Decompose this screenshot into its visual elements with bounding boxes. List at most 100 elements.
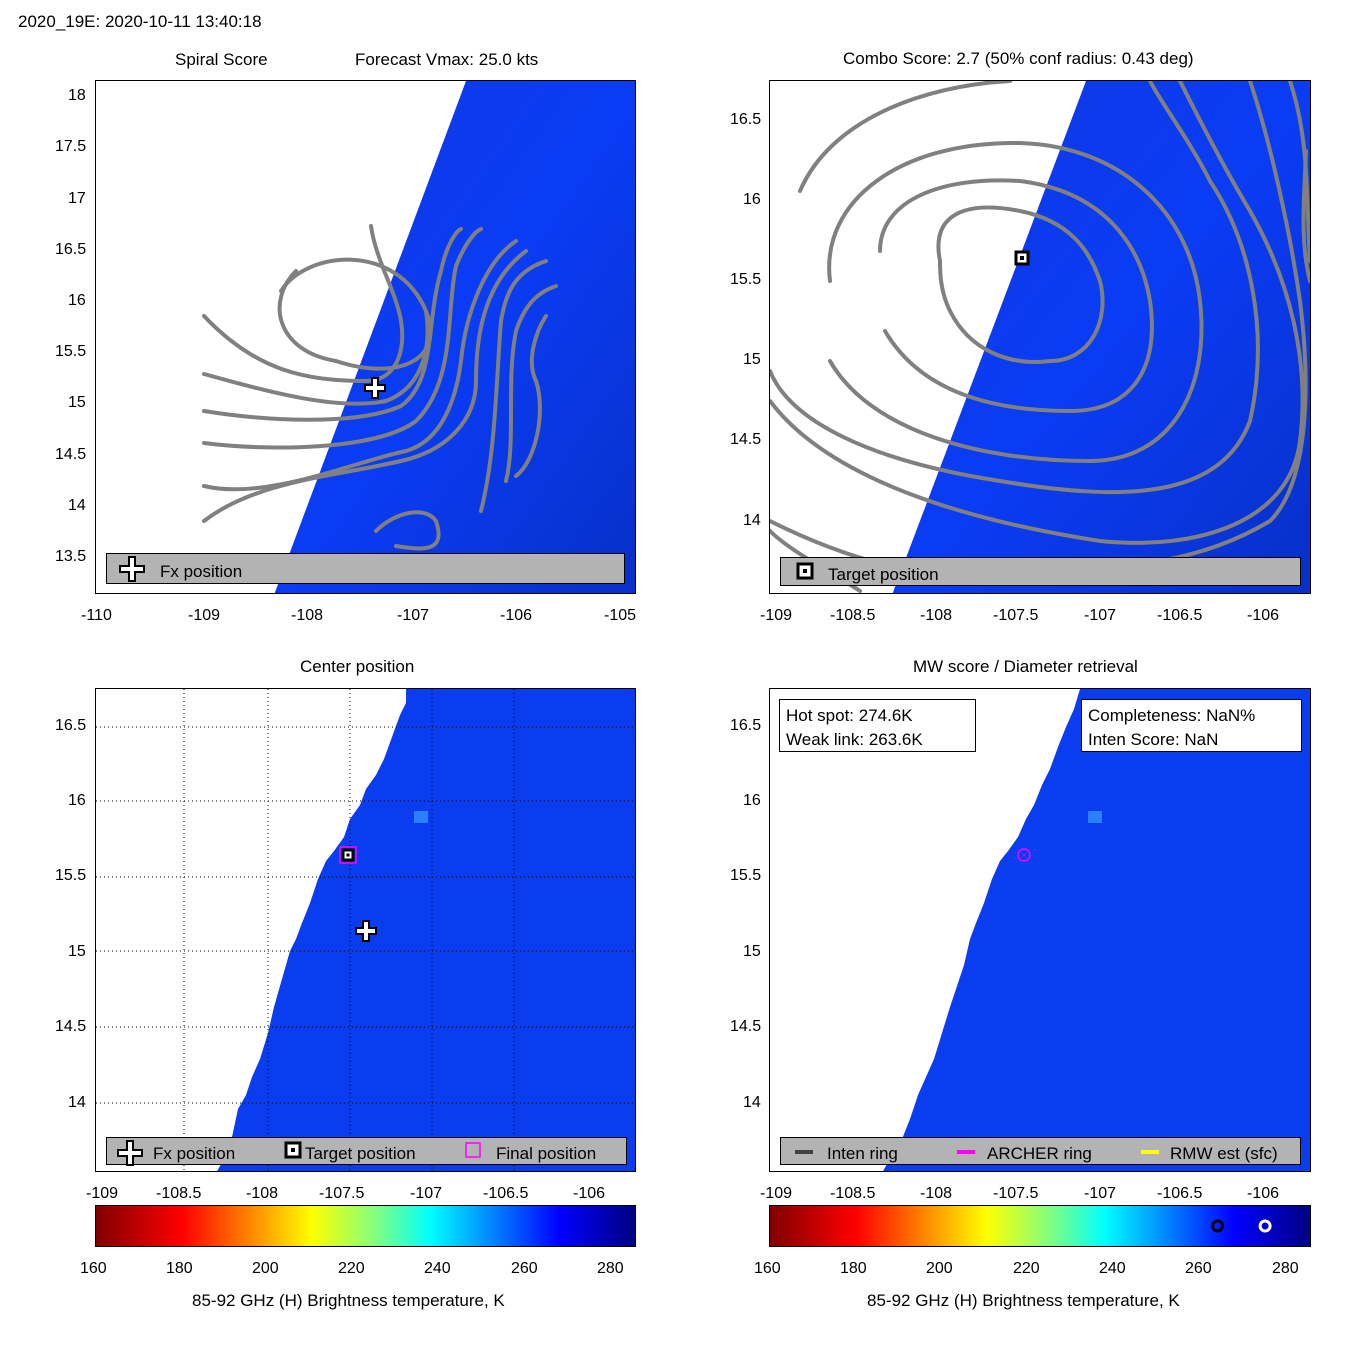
spiral-legend: Fx position: [106, 553, 625, 584]
mw-plot: [883, 689, 1310, 1171]
ytick: 16: [68, 792, 86, 809]
center-legend: Fx position Target position Final positi…: [106, 1137, 627, 1166]
ytick: 15.5: [55, 867, 87, 884]
spiral-score-panel: Fx position: [95, 80, 636, 594]
xtick: -106.5: [1157, 1185, 1203, 1202]
xtick: -109: [760, 1185, 793, 1202]
hot-spot-marker-icon: [1258, 1219, 1272, 1233]
ytick: 14: [743, 1094, 761, 1111]
cbar-tick: 280: [1272, 1260, 1299, 1277]
cbar-tick: 200: [926, 1260, 953, 1277]
ytick: 15: [68, 943, 86, 960]
cbar-tick: 220: [338, 1260, 365, 1277]
swath: [883, 689, 1310, 1171]
xtick: -108.5: [156, 1185, 202, 1202]
colorbar-markers: [1211, 1219, 1272, 1233]
ytick: 16: [743, 191, 761, 208]
xtick: -106: [573, 1185, 606, 1202]
mw-legend-inten: Inten ring: [827, 1144, 898, 1163]
archer-center: [1023, 854, 1025, 856]
center-legend-target: Target position: [305, 1144, 416, 1163]
cbar-tick: 260: [1185, 1260, 1212, 1277]
completeness-box: Completeness: NaN% Inten Score: NaN: [1081, 699, 1302, 752]
xtick: -108.5: [830, 1185, 876, 1202]
colorbar-left-label: 85-92 GHz (H) Brightness temperature, K: [192, 1291, 505, 1310]
combo-legend-target: Target position: [828, 565, 939, 584]
swath: [274, 81, 635, 593]
xtick: -110: [81, 607, 112, 624]
ytick: 14: [68, 1094, 86, 1111]
ytick: 16.5: [55, 241, 87, 258]
ytick: 15.5: [730, 867, 762, 884]
xtick: -108: [920, 1185, 953, 1202]
weak-link-marker-icon: [1211, 1219, 1225, 1233]
spiral-plot: [202, 81, 635, 593]
center-legend-final: Final position: [496, 1144, 597, 1163]
fx-position-marker: [364, 377, 386, 399]
colorbar-right: [769, 1205, 1311, 1247]
combo-legend: Target position: [780, 557, 1301, 586]
xtick: -108.5: [830, 607, 876, 624]
center-plot: [96, 689, 635, 1171]
xtick: -107: [1084, 1185, 1117, 1202]
archer-ring: [1017, 848, 1031, 862]
warm-pixel: [414, 811, 428, 823]
target-square-icon: [796, 562, 814, 580]
contours: [202, 224, 558, 551]
target-square-icon: [284, 1141, 302, 1159]
ytick: 14.5: [730, 1018, 762, 1035]
center-legend-fx: Fx position: [153, 1144, 236, 1163]
ytick: 16: [68, 292, 86, 309]
xtick: -106: [1247, 1185, 1280, 1202]
ytick: 14.5: [730, 431, 762, 448]
ytick: 13.5: [55, 548, 87, 565]
swath: [217, 689, 635, 1171]
ytick: 15.5: [730, 271, 762, 288]
xtick: -106: [500, 607, 533, 624]
ytick: 16.5: [55, 717, 87, 734]
rmw-swatch: [1141, 1150, 1159, 1154]
storm-header: 2020_19E: 2020-10-11 13:40:18: [18, 12, 262, 31]
xtick: -109: [760, 607, 793, 624]
xtick: -109: [188, 607, 221, 624]
center-position-panel: Fx position Target position Final positi…: [95, 688, 636, 1172]
xtick: -107.5: [319, 1185, 365, 1202]
cbar-tick: 180: [840, 1260, 867, 1277]
mw-title: MW score / Diameter retrieval: [913, 657, 1138, 676]
hot-spot-box: Hot spot: 274.6K Weak link: 263.6K: [779, 699, 976, 752]
xtick: -106.5: [1157, 607, 1203, 624]
ytick: 15.5: [55, 343, 87, 360]
cbar-tick: 200: [252, 1260, 279, 1277]
mw-legend-rmw: RMW est (sfc): [1170, 1144, 1278, 1163]
mw-legend: Inten ring ARCHER ring RMW est (sfc): [780, 1137, 1301, 1165]
fx-cross-icon: [117, 1140, 143, 1166]
mw-legend-archer: ARCHER ring: [987, 1144, 1092, 1163]
spiral-title: Spiral Score: [175, 50, 268, 69]
ytick: 15: [68, 394, 86, 411]
xtick: -107.5: [993, 1185, 1039, 1202]
ytick: 14.5: [55, 446, 87, 463]
cbar-tick: 240: [424, 1260, 451, 1277]
spiral-vmax-title: Forecast Vmax: 25.0 kts: [355, 50, 539, 69]
mw-score-panel: Hot spot: 274.6K Weak link: 263.6K Compl…: [769, 688, 1311, 1172]
final-position-marker: [339, 846, 357, 864]
xtick: -105: [604, 607, 637, 624]
cbar-tick: 240: [1099, 1260, 1126, 1277]
center-title: Center position: [300, 657, 415, 676]
cbar-tick: 260: [511, 1260, 538, 1277]
xtick: -106: [1247, 607, 1280, 624]
fx-position-marker: [355, 920, 377, 942]
ytick: 14.5: [55, 1018, 87, 1035]
swath: [892, 81, 1310, 593]
xtick: -108: [246, 1185, 279, 1202]
fx-cross-icon: [119, 556, 145, 582]
warm-pixel: [1088, 811, 1102, 823]
target-position-marker: [1014, 250, 1030, 266]
xtick: -107: [1084, 607, 1117, 624]
colorbar-right-label: 85-92 GHz (H) Brightness temperature, K: [867, 1291, 1180, 1310]
inten-ring-swatch: [795, 1150, 813, 1154]
combo-plot: [770, 81, 1310, 593]
ytick: 15: [743, 351, 761, 368]
weak-link-text: Weak link: 263.6K: [786, 730, 923, 749]
completeness-text: Completeness: NaN%: [1088, 706, 1256, 725]
